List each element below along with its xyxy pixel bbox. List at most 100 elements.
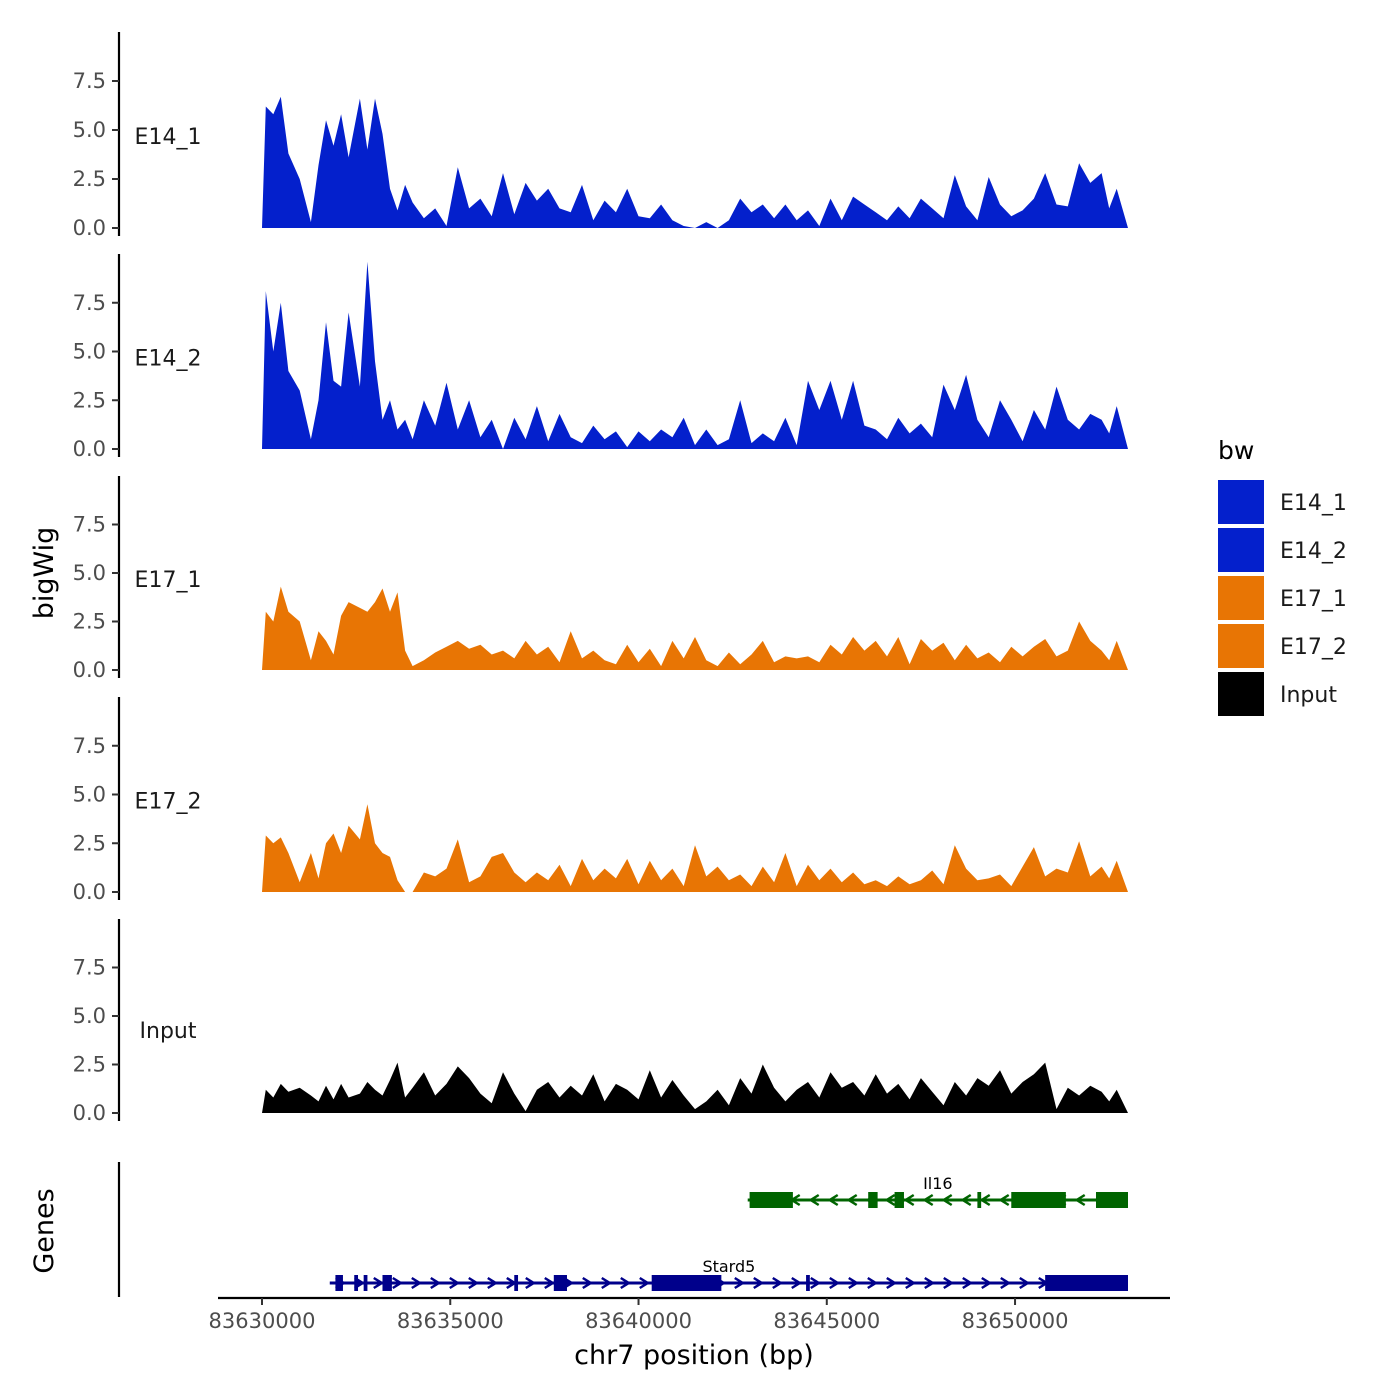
y-tick-label: 0.0 xyxy=(73,437,106,461)
y-tick-label: 5.0 xyxy=(73,340,106,364)
y-tick-label: 0.0 xyxy=(73,658,106,682)
exon xyxy=(868,1192,878,1208)
signal-area-E14_1 xyxy=(262,96,1128,228)
gene-label: Stard5 xyxy=(702,1257,755,1276)
y-tick-label: 2.5 xyxy=(73,388,106,412)
legend-item-E17_1: E17_1 xyxy=(1218,576,1347,620)
strand-arrow xyxy=(922,1193,934,1207)
legend-swatch xyxy=(1218,480,1264,524)
x-axis: 83630000 83635000 83640000 83645000 83650000 xyxy=(209,1296,1170,1333)
track-label: Input xyxy=(140,1019,197,1044)
y-tick-label: 2.5 xyxy=(73,831,106,855)
strand-arrow xyxy=(886,1276,898,1290)
exon xyxy=(1011,1192,1066,1208)
signal-area-E14_2 xyxy=(262,261,1128,449)
strand-arrow xyxy=(960,1193,972,1207)
strand-arrow xyxy=(772,1276,784,1290)
strand-arrow xyxy=(810,1276,822,1290)
legend: bw E14_1 E14_2 E17_1 E17_2 Input xyxy=(1218,436,1347,716)
legend-title: bw xyxy=(1218,436,1254,465)
track-label: E14_2 xyxy=(135,347,202,372)
strand-arrow xyxy=(791,1276,803,1290)
strand-arrow xyxy=(734,1276,746,1290)
strand-arrow xyxy=(905,1276,917,1290)
strand-arrow xyxy=(582,1276,594,1290)
track-label: E17_1 xyxy=(135,568,202,593)
strand-arrow xyxy=(979,1193,991,1207)
x-tick-label: 83650000 xyxy=(962,1309,1069,1333)
legend-label: E17_1 xyxy=(1280,587,1347,612)
x-tick-label: 83635000 xyxy=(397,1309,504,1333)
y-tick-label: 5.0 xyxy=(73,1004,106,1028)
strand-arrow xyxy=(981,1276,993,1290)
strand-arrow xyxy=(827,1193,839,1207)
strand-arrow xyxy=(639,1276,651,1290)
signal-area-E17_1 xyxy=(262,586,1128,670)
track-Input: 0.0 2.5 5.0 7.5 Input xyxy=(73,919,1128,1125)
legend-swatch xyxy=(1218,576,1264,620)
track-E14_1: 0.0 2.5 5.0 7.5 E14_1 xyxy=(73,32,1128,240)
legend-swatch xyxy=(1218,528,1264,572)
legend-item-E17_2: E17_2 xyxy=(1218,624,1347,668)
strand-arrow xyxy=(1019,1276,1031,1290)
track-E17_2: 0.0 2.5 5.0 7.5 E17_2 xyxy=(73,697,1128,904)
legend-label: E14_1 xyxy=(1280,491,1347,516)
strand-arrow xyxy=(846,1193,858,1207)
legend-item-E14_1: E14_1 xyxy=(1218,480,1347,524)
genes-panel: Il16 Stard5 xyxy=(117,1162,1128,1297)
strand-arrow xyxy=(941,1193,953,1207)
genes-axis-title: Genes xyxy=(29,1188,60,1273)
exon xyxy=(553,1275,567,1291)
strand-arrow xyxy=(998,1193,1010,1207)
exon xyxy=(1095,1192,1128,1208)
y-tick-label: 0.0 xyxy=(73,216,106,240)
strand-arrow xyxy=(884,1193,896,1207)
strand-arrow xyxy=(829,1276,841,1290)
strand-arrow xyxy=(1000,1276,1012,1290)
strand-arrow xyxy=(468,1276,480,1290)
legend-label: E14_2 xyxy=(1280,539,1347,564)
legend-item-Input: Input xyxy=(1218,672,1337,716)
strand-arrow xyxy=(808,1193,820,1207)
y-tick-label: 7.5 xyxy=(73,956,106,980)
gene-Stard5: Stard5 xyxy=(329,1257,1128,1291)
y-tick-label: 0.0 xyxy=(73,1101,106,1125)
strand-arrow xyxy=(943,1276,955,1290)
strand-arrow xyxy=(392,1276,404,1290)
exon xyxy=(894,1192,904,1208)
exon xyxy=(1045,1275,1128,1291)
track-E14_2: 0.0 2.5 5.0 7.5 E14_2 xyxy=(73,254,1128,461)
track-label: E17_2 xyxy=(135,790,202,815)
y-tick-label: 0.0 xyxy=(73,880,106,904)
strand-arrow xyxy=(867,1276,879,1290)
legend-item-E14_2: E14_2 xyxy=(1218,528,1347,572)
exon xyxy=(514,1275,519,1291)
exon xyxy=(354,1275,359,1291)
signal-area-E17_2 xyxy=(262,804,1128,892)
gene-label: Il16 xyxy=(923,1174,953,1193)
legend-swatch xyxy=(1218,624,1264,668)
y-tick-label: 5.0 xyxy=(73,561,106,585)
legend-label: Input xyxy=(1280,683,1337,708)
y-tick-label: 7.5 xyxy=(73,291,106,315)
y-tick-label: 2.5 xyxy=(73,610,106,634)
strand-arrow xyxy=(924,1276,936,1290)
strand-arrow xyxy=(620,1276,632,1290)
exon xyxy=(749,1192,793,1208)
y-tick-label: 7.5 xyxy=(73,69,106,93)
legend-swatch xyxy=(1218,672,1264,716)
strand-arrow xyxy=(411,1276,423,1290)
y-tick-label: 7.5 xyxy=(73,513,106,537)
strand-arrow xyxy=(430,1276,442,1290)
strand-arrow xyxy=(753,1276,765,1290)
signal-area-Input xyxy=(262,1062,1128,1113)
bigwig-tracks: 0.0 2.5 5.0 7.5 E14_1 0.0 2.5 5.0 7.5 E14_2 0.0 2.5… xyxy=(73,32,1128,1125)
exon xyxy=(806,1275,810,1291)
y-tick-label: 2.5 xyxy=(73,167,106,191)
strand-arrow xyxy=(449,1276,461,1290)
exon xyxy=(363,1275,368,1291)
y-tick-label: 5.0 xyxy=(73,118,106,142)
strand-arrow xyxy=(487,1276,499,1290)
track-E17_1: 0.0 2.5 5.0 7.5 E17_1 xyxy=(73,476,1128,682)
